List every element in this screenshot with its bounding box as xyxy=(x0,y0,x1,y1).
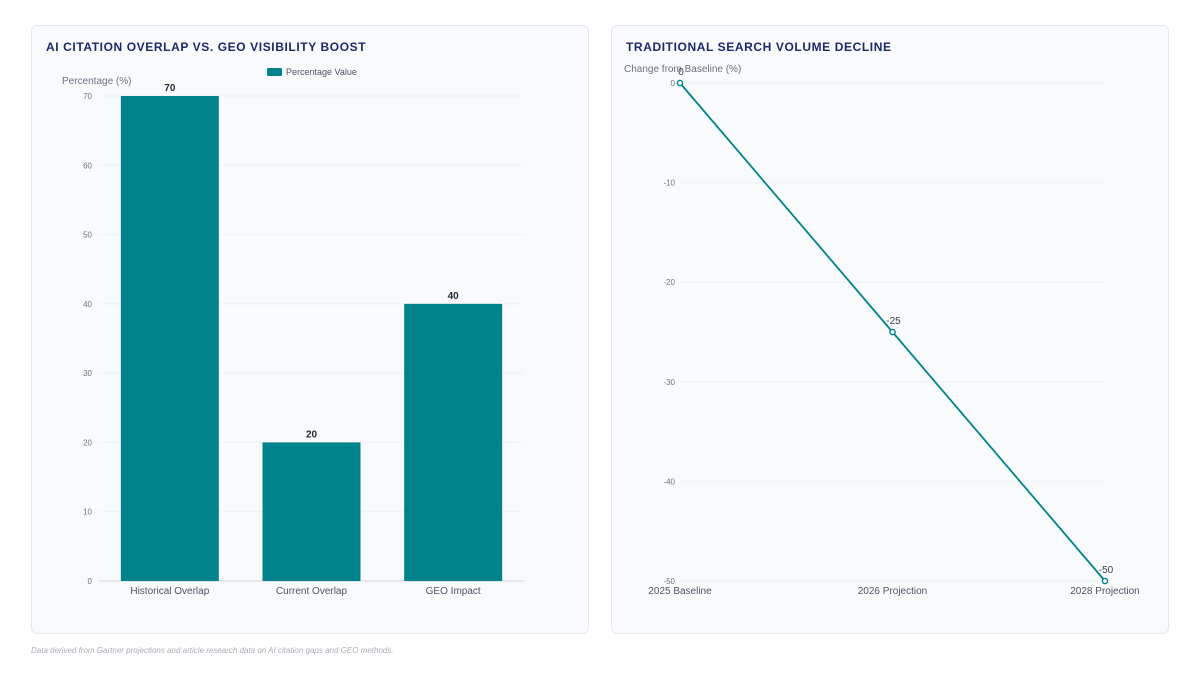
bar xyxy=(262,442,361,581)
y-tick-label: 20 xyxy=(83,438,92,447)
point-value-label: -50 xyxy=(1099,565,1114,576)
y-tick-label: -10 xyxy=(663,179,675,188)
bar-value-label: 40 xyxy=(448,291,460,302)
line-chart-card: TRADITIONAL SEARCH VOLUME DECLINE 0 -10 -2… xyxy=(611,25,1169,634)
y-tick-label: 0 xyxy=(88,577,93,586)
legend-swatch xyxy=(267,68,282,76)
y-axis-title: Percentage (%) xyxy=(62,76,131,87)
bar xyxy=(120,96,219,581)
bar-chart-card: AI CITATION OVERLAP VS. GEO VISIBILITY B… xyxy=(31,25,589,634)
y-tick-label: -20 xyxy=(663,278,675,287)
x-tick-label: 2028 Projection xyxy=(1070,586,1140,597)
data-point xyxy=(889,328,896,336)
x-tick-label: GEO Impact xyxy=(426,586,481,597)
bar-value-label: 20 xyxy=(306,429,318,440)
y-tick-label: 60 xyxy=(83,161,92,170)
y-tick-label: -30 xyxy=(663,378,675,387)
y-axis-title: Change from Baseline (%) xyxy=(624,64,741,75)
y-tick-label: 70 xyxy=(83,92,92,101)
legend-label: Percentage Value xyxy=(286,67,357,77)
point-value-label: -25 xyxy=(886,316,901,327)
y-tick-label: 50 xyxy=(83,231,92,240)
bar-chart: 0 10 20 30 40 50 60 70 Percentage (%) Percentage … xyxy=(62,67,524,597)
bar-chart-title: AI CITATION OVERLAP VS. GEO VISIBILITY B… xyxy=(46,40,367,54)
data-point xyxy=(676,79,684,87)
line-chart: 0 -10 -20 -30 -40 -50 Change from Baseline (%)… xyxy=(624,64,1140,597)
x-tick-label: 2026 Projection xyxy=(858,586,928,597)
data-point xyxy=(1101,577,1109,585)
y-tick-label: 40 xyxy=(83,300,92,309)
bar-value-label: 70 xyxy=(164,83,176,94)
y-tick-label: 0 xyxy=(671,79,676,88)
bar xyxy=(404,303,503,581)
y-tick-label: 30 xyxy=(83,369,92,378)
line-chart-title: TRADITIONAL SEARCH VOLUME DECLINE xyxy=(626,40,892,54)
x-tick-label: Historical Overlap xyxy=(130,586,209,597)
x-tick-label: Current Overlap xyxy=(276,586,348,597)
point-value-label: 0 xyxy=(678,67,684,78)
x-tick-label: 2025 Baseline xyxy=(648,586,712,597)
y-tick-label: 10 xyxy=(83,508,92,517)
y-tick-label: -40 xyxy=(663,477,675,486)
footnote: Data derived from Gartner projections an… xyxy=(31,646,394,655)
y-tick-label: -50 xyxy=(663,577,675,586)
